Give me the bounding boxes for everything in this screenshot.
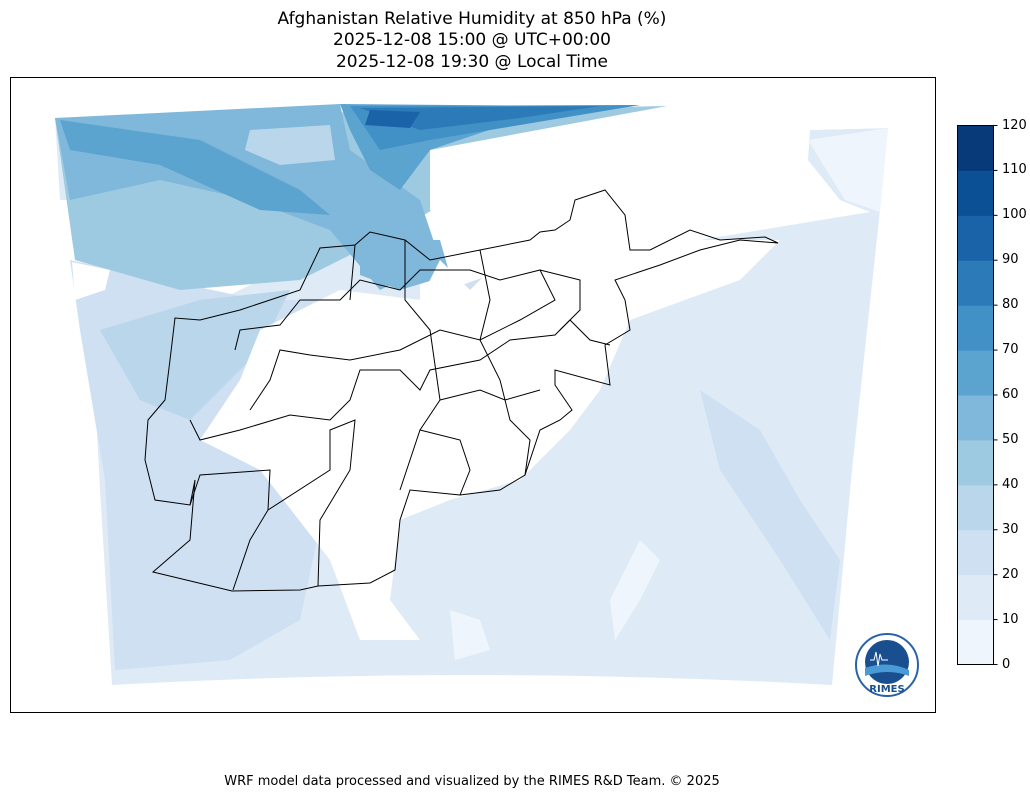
colorbar-band-30-40 (957, 484, 994, 531)
colorbar-band-50-60 (957, 395, 994, 441)
local-time: 2025-12-08 19:30 @ Local Time (335, 52, 609, 72)
colorbar-band-80-90 (957, 260, 994, 306)
no-data-area (200, 106, 780, 640)
colorbar-tick-label: 70 (1002, 342, 1019, 358)
rh-band-90-100 (365, 110, 420, 128)
colorbar (957, 125, 998, 665)
svg-text:RIMES: RIMES (869, 684, 904, 695)
no-data-area (667, 106, 888, 150)
utc-time: 2025-12-08 15:00 @ UTC+00:00 (333, 30, 611, 50)
rh-band-20-30 (700, 390, 840, 640)
colorbar-tick-label: 90 (1002, 252, 1019, 268)
colorbar-tick-label: 40 (1002, 476, 1019, 492)
colorbar-tick-label: 0 (1002, 656, 1011, 672)
colorbar-tick-label: 30 (1002, 521, 1019, 537)
colorbar-tick-label: 100 (1002, 207, 1027, 223)
map-title: Afghanistan Relative Humidity at 850 hPa… (277, 9, 667, 29)
country-outline (144, 189, 779, 592)
rh-band-60-70 (60, 120, 330, 215)
rimes-logo: RIMES (855, 633, 919, 697)
colorbar-frame (957, 125, 994, 665)
colorbar-band-20-30 (957, 529, 994, 576)
rh-band-0-10 (610, 540, 660, 640)
colorbar-tick-label: 110 (1002, 162, 1027, 178)
map-frame (10, 77, 936, 713)
colorbar-band-90-100 (957, 215, 994, 261)
province-boundary (189, 469, 271, 591)
rh-band-0-10 (450, 610, 490, 660)
colorbar-band-10-20 (957, 574, 994, 621)
colorbar-tick-label: 50 (1002, 431, 1019, 447)
no-data-area (72, 262, 110, 300)
afghanistan-province-boundaries (144, 189, 779, 592)
rh-band-0-10 (808, 128, 888, 212)
colorbar-band-0-10 (957, 619, 994, 665)
colorbar-band-40-50 (957, 439, 994, 486)
colorbar-band-60-70 (957, 350, 994, 396)
colorbar-band-110-120 (957, 125, 994, 171)
colorbar-tick-label: 120 (1002, 117, 1027, 133)
humidity-field (55, 104, 888, 685)
colorbar-band-70-80 (957, 305, 994, 351)
province-boundary (267, 419, 356, 587)
footer-credit: WRF model data processed and visualized … (224, 774, 720, 789)
colorbar-band-100-110 (957, 170, 994, 216)
colorbar-tick-label: 10 (1002, 611, 1019, 627)
colorbar-tick-label: 60 (1002, 387, 1019, 402)
rh-band-30-40 (100, 290, 290, 420)
rh-band-30-40 (245, 125, 335, 165)
province-boundary (349, 240, 581, 496)
colorbar-tick-label: 80 (1002, 297, 1019, 313)
colorbar-tick-label: 20 (1002, 566, 1019, 582)
